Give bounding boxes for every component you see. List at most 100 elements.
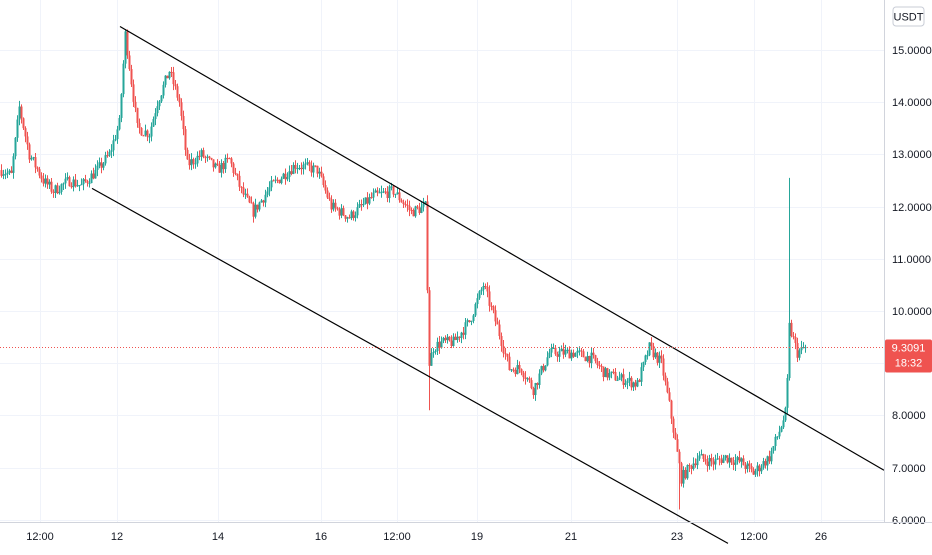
- candle-down: [34, 157, 37, 168]
- candle-up: [382, 191, 385, 193]
- candle-up: [628, 377, 631, 381]
- candle-down: [240, 186, 243, 188]
- candle-up: [578, 350, 581, 352]
- candle-up: [734, 459, 737, 465]
- candle-down: [132, 84, 135, 102]
- candle-down: [294, 164, 297, 169]
- candle-up: [368, 197, 371, 204]
- candle-up: [200, 150, 203, 157]
- candle-up: [560, 348, 563, 352]
- currency-label: USDT: [894, 12, 924, 24]
- candle-up: [558, 351, 561, 357]
- candle-down: [326, 190, 329, 198]
- candle-up: [78, 184, 81, 186]
- candle-up: [722, 457, 725, 463]
- candle-down: [134, 101, 137, 108]
- candle-up: [224, 157, 227, 170]
- candle-up: [286, 177, 289, 180]
- candle-down: [684, 469, 687, 479]
- candle-down: [140, 128, 143, 136]
- candle-up: [430, 353, 433, 366]
- candle-down: [512, 369, 515, 371]
- candle-up: [788, 322, 791, 379]
- candle-up: [476, 298, 479, 305]
- candle-up: [156, 106, 159, 114]
- currency-badge-box: [892, 6, 925, 27]
- candle-up: [302, 164, 305, 170]
- candle-up: [214, 163, 217, 168]
- candle-down: [688, 465, 691, 467]
- candle-down: [400, 200, 403, 203]
- candle-up: [124, 31, 127, 64]
- candle-up: [270, 180, 273, 188]
- candle-up: [658, 355, 661, 363]
- candle-down: [606, 368, 609, 378]
- candle-up: [104, 155, 107, 164]
- candle-up: [610, 371, 613, 374]
- candle-up: [708, 458, 711, 467]
- last-price-value: 9.3091: [892, 343, 926, 355]
- candle-down: [758, 465, 761, 472]
- candle-down: [458, 336, 461, 338]
- time-axis[interactable]: 12:00 12 14 16 12:00 19 21 23 12:00 26: [0, 522, 932, 544]
- candle-down: [216, 163, 219, 165]
- candle-up: [472, 315, 475, 321]
- candle-up: [590, 352, 593, 364]
- candle-up: [152, 119, 155, 127]
- candle-down: [250, 202, 253, 204]
- candle-down: [596, 361, 599, 366]
- candle-down: [568, 349, 571, 359]
- candle-up: [112, 140, 115, 151]
- lower-channel-line[interactable]: [91, 187, 729, 544]
- candle-down: [674, 432, 677, 440]
- candle-up: [784, 407, 787, 421]
- candle-up: [8, 170, 11, 173]
- candle-down: [530, 380, 533, 389]
- candle-up: [548, 352, 551, 358]
- y-tick-label: 11.0000: [892, 254, 931, 266]
- candle-down: [138, 123, 141, 129]
- x-tick-labels: 12:00 12 14 16 12:00 19 21 23 12:00 26: [26, 531, 827, 543]
- candle-down: [730, 457, 733, 463]
- candle-down: [748, 463, 751, 466]
- candle-down: [524, 377, 527, 380]
- candle-down: [448, 336, 451, 341]
- candle-down: [128, 55, 131, 70]
- candle-down: [28, 144, 31, 160]
- currency-badge[interactable]: USDT: [892, 6, 925, 27]
- candle-up: [298, 167, 301, 169]
- candle-down: [314, 165, 317, 167]
- candle-up: [32, 157, 35, 159]
- candle-up: [452, 336, 455, 347]
- candle-up: [414, 206, 417, 217]
- candle-up: [220, 163, 223, 173]
- candle-down: [726, 455, 729, 463]
- upper-channel-line[interactable]: [119, 25, 885, 471]
- candle-up: [282, 173, 285, 179]
- candle-up: [770, 450, 773, 462]
- candle-down: [42, 178, 45, 184]
- candle-down: [342, 208, 345, 216]
- candle-up: [636, 380, 639, 387]
- candle-up: [564, 350, 567, 355]
- candle-down: [670, 400, 673, 419]
- candle-down: [310, 165, 313, 173]
- candle-up: [616, 380, 619, 382]
- candle-up: [802, 347, 805, 349]
- candle-up: [88, 183, 91, 185]
- candle-down: [352, 211, 355, 218]
- candle-down: [650, 342, 653, 347]
- candle-up: [654, 352, 657, 358]
- candle-down: [542, 366, 545, 371]
- candle-down: [146, 130, 149, 137]
- candle-down: [234, 172, 237, 174]
- candle-down: [348, 217, 351, 219]
- candle-up: [644, 355, 647, 363]
- candle-down: [704, 458, 707, 462]
- candle-up: [422, 203, 425, 207]
- candle-up: [540, 366, 543, 374]
- candle-down: [522, 372, 525, 378]
- candle-down: [230, 158, 233, 164]
